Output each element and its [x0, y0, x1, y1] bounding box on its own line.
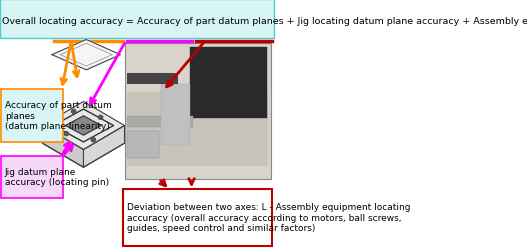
Text: Overall locating accuracy = Accuracy of part datum planes + Jig locating datum p: Overall locating accuracy = Accuracy of … — [2, 17, 527, 26]
Text: Jig datum plane
accuracy (locating pin): Jig datum plane accuracy (locating pin) — [5, 167, 109, 187]
FancyBboxPatch shape — [127, 132, 160, 159]
Circle shape — [99, 116, 103, 120]
FancyBboxPatch shape — [124, 44, 271, 179]
Circle shape — [91, 138, 95, 142]
Circle shape — [64, 132, 69, 136]
Text: Accuracy of part datum
planes
(datum plane linearity): Accuracy of part datum planes (datum pla… — [5, 101, 112, 131]
Circle shape — [72, 110, 76, 114]
FancyBboxPatch shape — [161, 85, 190, 145]
Polygon shape — [52, 40, 120, 71]
Polygon shape — [83, 126, 124, 168]
FancyBboxPatch shape — [127, 74, 179, 85]
Polygon shape — [66, 116, 101, 136]
Polygon shape — [42, 126, 83, 168]
FancyBboxPatch shape — [190, 48, 267, 118]
FancyBboxPatch shape — [127, 117, 193, 128]
FancyBboxPatch shape — [2, 89, 63, 142]
FancyBboxPatch shape — [0, 0, 274, 39]
Text: Deviation between two axes: L - Assembly equipment locating
accuracy (overall ac: Deviation between two axes: L - Assembly… — [127, 203, 411, 232]
FancyBboxPatch shape — [127, 92, 268, 166]
FancyBboxPatch shape — [2, 156, 63, 198]
FancyBboxPatch shape — [123, 189, 272, 246]
Polygon shape — [42, 102, 124, 150]
